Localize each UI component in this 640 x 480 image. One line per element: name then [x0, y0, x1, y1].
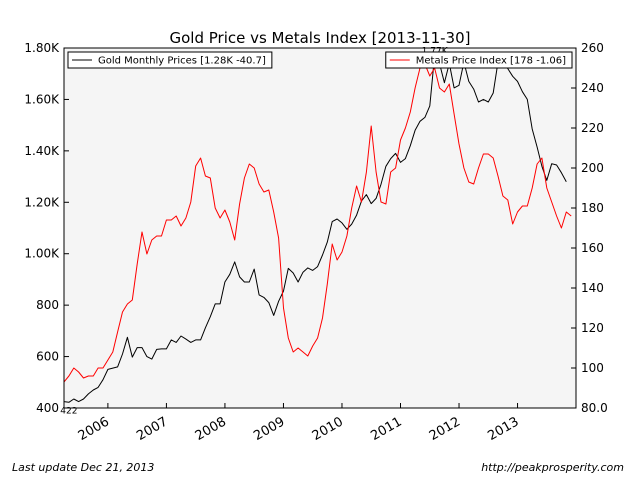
- legend-label: Gold Monthly Prices [1.28K -40.7]: [98, 56, 266, 67]
- left-y-tick-label: 1.20K: [24, 195, 60, 209]
- x-axis: 2006 2007 2008 2009 2010 2011 2012 2013: [76, 403, 522, 444]
- legend-box: [385, 51, 573, 69]
- x-tick-label: 2013: [485, 414, 521, 444]
- right-y-tick-label: 100: [581, 361, 604, 375]
- left-y-tick-label: 400: [36, 401, 59, 415]
- source-url: http://peakprosperity.com: [481, 461, 624, 474]
- right-y-tick-label: 180: [581, 201, 604, 215]
- extreme-value-label: 422: [60, 406, 77, 416]
- left-y-tick-label: 600: [36, 350, 59, 364]
- gold-price-line: [63, 55, 567, 403]
- left-y-tick-label: 1.80K: [24, 41, 60, 55]
- right-y-tick-label: 200: [581, 161, 604, 175]
- plot-frame: [63, 47, 577, 409]
- left-y-axis: 400 600 800 1.00K 1.20K 1.40K 1.60K 1.80K: [24, 41, 69, 415]
- right-y-tick-label: 240: [581, 81, 604, 95]
- right-y-tick-label: 220: [581, 121, 604, 135]
- right-y-tick-label: 160: [581, 241, 604, 255]
- legend-label: Metals Price Index [178 -1.06]: [416, 56, 566, 67]
- legend-layer: Gold Monthly Prices [1.28K -40.7] Metals …: [67, 51, 573, 69]
- right-y-tick-label: 80.0: [581, 401, 608, 415]
- metals-index-line: [63, 63, 572, 383]
- legend-box: [67, 51, 273, 69]
- left-y-tick-label: 1.60K: [24, 92, 60, 106]
- right-y-tick-label: 140: [581, 281, 604, 295]
- x-tick-label: 2008: [193, 414, 229, 444]
- plot-area: [64, 48, 576, 408]
- x-tick-label: 2011: [368, 414, 404, 444]
- left-y-tick-label: 800: [36, 298, 59, 312]
- right-y-axis: 80.0 100 120 140 160 180 200 220 240 260: [571, 41, 608, 415]
- left-y-tick-label: 1.00K: [24, 247, 60, 261]
- x-tick-label: 2009: [251, 414, 287, 444]
- x-tick-label: 2007: [134, 414, 170, 444]
- chart-title: Gold Price vs Metals Index [2013-11-30]: [169, 29, 470, 47]
- right-y-tick-label: 120: [581, 321, 604, 335]
- gold-vs-metals-chart: Gold Price vs Metals Index [2013-11-30] …: [24, 29, 608, 444]
- x-tick-label: 2012: [427, 414, 463, 444]
- right-y-tick-label: 260: [581, 41, 604, 55]
- x-tick-label: 2006: [76, 414, 112, 444]
- series-layer: [63, 55, 572, 403]
- last-update-note: Last update Dec 21, 2013: [12, 461, 155, 474]
- left-y-tick-label: 1.40K: [24, 144, 60, 158]
- x-tick-label: 2010: [310, 414, 346, 444]
